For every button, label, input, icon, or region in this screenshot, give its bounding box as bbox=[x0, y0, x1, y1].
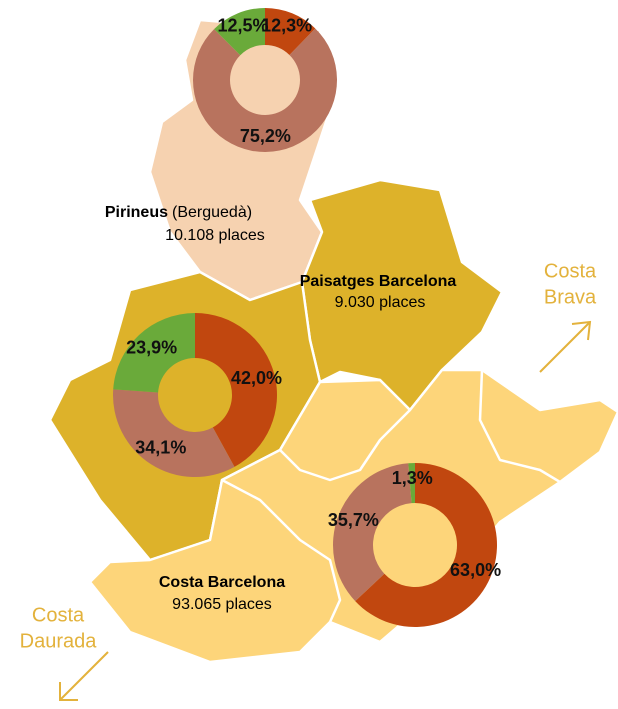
arrow-head bbox=[59, 682, 78, 701]
donut-slice bbox=[214, 7, 265, 56]
donut-label: 34,1% bbox=[135, 437, 186, 457]
donut-label: 12,5% bbox=[217, 16, 268, 36]
arrow-costa-brava bbox=[539, 321, 591, 373]
direction-label: Costa bbox=[32, 604, 85, 626]
donut-slice bbox=[195, 313, 277, 467]
donut-slice bbox=[113, 313, 195, 393]
donut-slice bbox=[333, 463, 412, 602]
donut-slice bbox=[408, 463, 415, 504]
direction-label: Costa bbox=[544, 260, 597, 282]
region-name: Pirineus bbox=[105, 204, 168, 221]
donut-slice bbox=[193, 28, 338, 152]
donut-label: 1,3% bbox=[392, 468, 433, 488]
region-border bbox=[478, 369, 561, 484]
donut-slice bbox=[112, 389, 235, 477]
region-border bbox=[221, 478, 342, 623]
donut-label: 12,3% bbox=[261, 15, 312, 35]
region-note: (Berguedà) bbox=[172, 204, 252, 221]
donut-label: 75,2% bbox=[240, 126, 291, 146]
donut-label: 23,9% bbox=[126, 337, 177, 357]
donut-label: 63,0% bbox=[450, 560, 501, 580]
region-border bbox=[279, 409, 411, 482]
donut-slice bbox=[355, 463, 497, 627]
donut-slice bbox=[265, 8, 316, 55]
region-places: 93.065 places bbox=[172, 596, 272, 613]
region-places: 10.108 places bbox=[165, 227, 265, 244]
direction-label: Daurada bbox=[20, 630, 98, 652]
region-places: 9.030 places bbox=[335, 294, 426, 311]
region-name: Paisatges Barcelona bbox=[300, 273, 457, 290]
direction-label: Brava bbox=[544, 286, 597, 308]
arrow-costa-daurada bbox=[59, 651, 109, 701]
region-name: Costa Barcelona bbox=[159, 574, 285, 591]
arrow-head bbox=[571, 320, 592, 341]
donut-label: 35,7% bbox=[328, 510, 379, 530]
donut-label: 42,0% bbox=[231, 368, 282, 388]
arrows bbox=[59, 320, 592, 701]
